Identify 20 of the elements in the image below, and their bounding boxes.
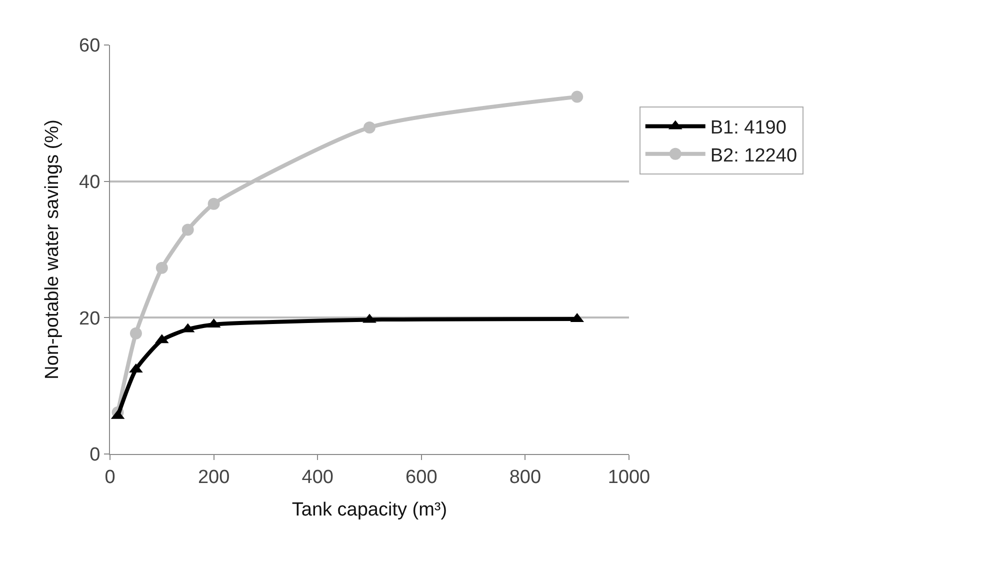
y-tick-label: 60	[79, 36, 100, 57]
legend-label: B1: 4190	[710, 118, 786, 139]
y-tick-label: 0	[90, 444, 100, 466]
point	[208, 198, 220, 210]
x-tick-label: 1000	[608, 466, 650, 488]
point	[364, 121, 376, 134]
x-tick-label: 800	[509, 466, 542, 488]
point	[182, 224, 194, 236]
x-axis-title: Tank capacity (m³)	[292, 500, 448, 521]
x-tick-label: 600	[406, 466, 438, 488]
y-tick-label: 20	[79, 308, 100, 330]
point	[130, 327, 142, 340]
y-axis-title: Non-potable water savings (%)	[42, 120, 63, 380]
x-tick-label: 0	[104, 466, 116, 488]
point	[571, 90, 584, 103]
x-tick-label: 200	[198, 466, 230, 488]
point	[156, 262, 168, 274]
y-tick-label: 40	[79, 172, 100, 193]
legend-label: B2: 12240	[710, 145, 798, 166]
x-tick-label: 400	[302, 466, 334, 488]
